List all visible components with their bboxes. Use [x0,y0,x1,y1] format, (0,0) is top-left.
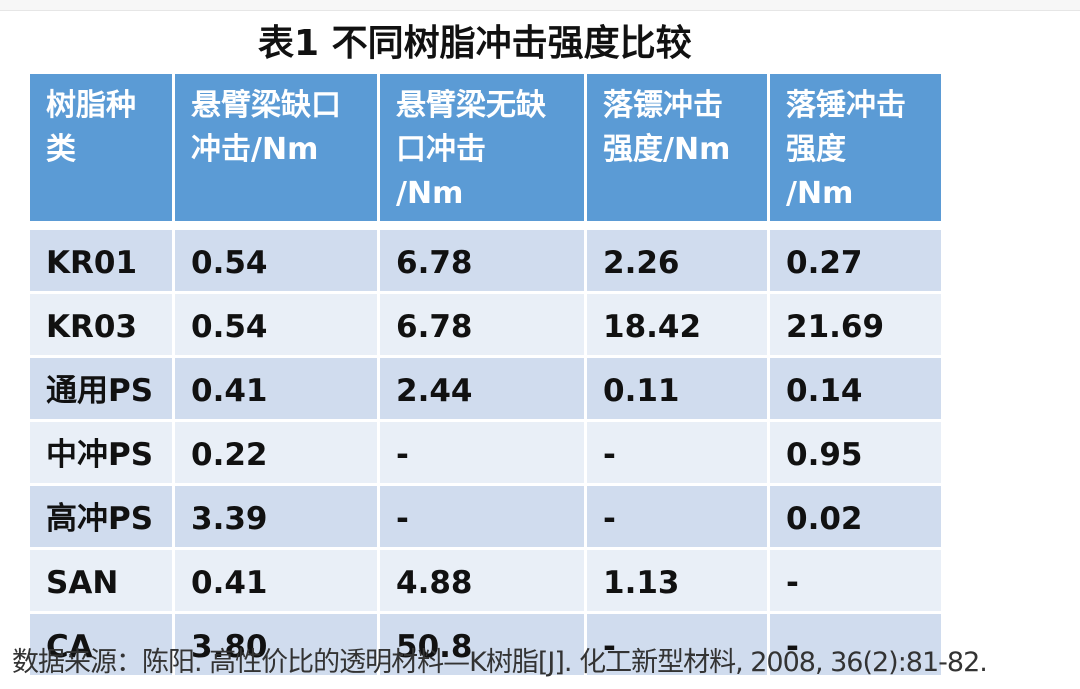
cell-value: 0.54 [175,230,380,294]
cell-value: 50.8 [380,614,587,678]
top-strip [0,0,1080,11]
header-text: 树脂种 [46,88,136,123]
cell-value: 2.26 [587,230,770,294]
header-text: 强度/Nm [603,132,731,167]
header-text: 悬臂梁缺口 [191,88,341,123]
header-text: /Nm [396,176,464,211]
header-resin-type: 树脂种 类 [30,74,175,224]
table-row: 中冲PS 0.22 - - 0.95 [30,422,941,486]
cell-resin: KR01 [30,230,175,294]
cell-value: - [770,614,941,678]
header-text: /Nm [786,176,854,211]
table-row: 通用PS 0.41 2.44 0.11 0.14 [30,358,941,422]
header-text: 类 [46,132,76,167]
header-text: 落镖冲击 [603,88,723,123]
cell-value: 0.14 [770,358,941,422]
table-row: KR03 0.54 6.78 18.42 21.69 [30,294,941,358]
cell-value: 6.78 [380,230,587,294]
header-text: 悬臂梁无缺 [396,88,546,123]
cell-value: 2.44 [380,358,587,422]
cell-value: 0.95 [770,422,941,486]
header-notched-izod: 悬臂梁缺口 冲击/Nm [175,74,380,224]
table-row: SAN 0.41 4.88 1.13 - [30,550,941,614]
cell-resin: 中冲PS [30,422,175,486]
cell-value: 3.80 [175,614,380,678]
cell-value: 0.11 [587,358,770,422]
header-dart-impact: 落镖冲击 强度/Nm [587,74,770,224]
cell-value: 0.27 [770,230,941,294]
table-title: 表1 不同树脂冲击强度比较 [258,23,692,64]
cell-value: 0.22 [175,422,380,486]
cell-value: 0.41 [175,550,380,614]
cell-value: 3.39 [175,486,380,550]
data-source-citation: 数据来源：陈阳. 高性价比的透明材料—K树脂[J]. 化工新型材料, 2008,… [12,647,988,678]
cell-value: - [380,486,587,550]
cell-value: 6.78 [380,294,587,358]
cell-resin: SAN [30,550,175,614]
cell-resin: 高冲PS [30,486,175,550]
header-unnotched-izod: 悬臂梁无缺 口冲击 /Nm [380,74,587,224]
table-body: KR01 0.54 6.78 2.26 0.27 KR03 0.54 6.78 … [30,230,941,678]
header-text: 冲击/Nm [191,132,319,167]
table-row: CA 3.80 50.8 - - [30,614,941,678]
cell-resin: CA [30,614,175,678]
table-row: KR01 0.54 6.78 2.26 0.27 [30,230,941,294]
impact-strength-table: 树脂种 类 悬臂梁缺口 冲击/Nm 悬臂梁无缺 口冲击 /Nm 落镖冲击 强度/… [30,74,941,678]
header-falling-weight: 落锤冲击 强度 /Nm [770,74,941,224]
cell-resin: 通用PS [30,358,175,422]
cell-value: 21.69 [770,294,941,358]
cell-value: 1.13 [587,550,770,614]
cell-value: - [587,422,770,486]
cell-value: - [587,614,770,678]
cell-value: 0.41 [175,358,380,422]
table-row: 高冲PS 3.39 - - 0.02 [30,486,941,550]
header-text: 落锤冲击 [786,88,906,123]
cell-value: 0.54 [175,294,380,358]
header-row: 树脂种 类 悬臂梁缺口 冲击/Nm 悬臂梁无缺 口冲击 /Nm 落镖冲击 强度/… [30,74,941,230]
cell-value: 18.42 [587,294,770,358]
header-text: 强度 [786,132,846,167]
cell-value: - [380,422,587,486]
cell-value: 4.88 [380,550,587,614]
cell-value: 0.02 [770,486,941,550]
cell-value: - [770,550,941,614]
cell-resin: KR03 [30,294,175,358]
cell-value: - [587,486,770,550]
header-text: 口冲击 [396,132,486,167]
